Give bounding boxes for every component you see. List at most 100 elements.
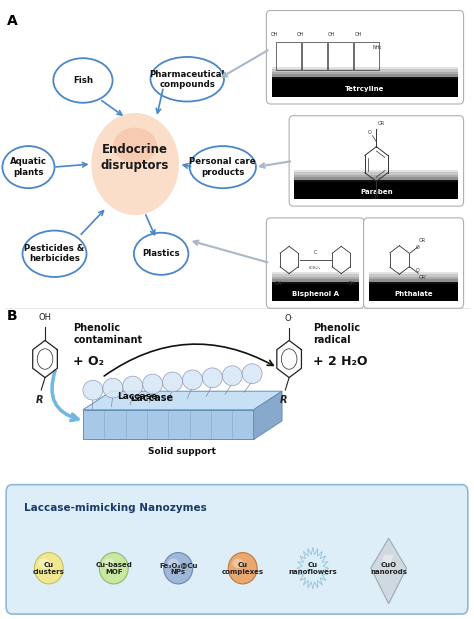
Bar bbox=[328, 42, 353, 70]
Text: Solid support: Solid support bbox=[148, 447, 217, 456]
Ellipse shape bbox=[103, 558, 115, 568]
Bar bbox=[294, 170, 458, 172]
Text: NH₂: NH₂ bbox=[373, 45, 382, 50]
Ellipse shape bbox=[100, 553, 128, 584]
Bar bbox=[369, 279, 458, 282]
Ellipse shape bbox=[53, 58, 112, 103]
Bar bbox=[272, 277, 359, 279]
Text: Aquatic
plants: Aquatic plants bbox=[10, 157, 47, 177]
Text: R: R bbox=[280, 395, 287, 405]
Text: Fe₃O₄@Cu
NPs: Fe₃O₄@Cu NPs bbox=[159, 561, 198, 575]
Text: Phenolic
radical: Phenolic radical bbox=[313, 323, 360, 345]
Text: OH: OH bbox=[271, 32, 278, 37]
Text: B: B bbox=[7, 310, 18, 324]
Ellipse shape bbox=[2, 146, 55, 188]
FancyBboxPatch shape bbox=[266, 218, 364, 308]
Bar bbox=[272, 67, 458, 69]
Ellipse shape bbox=[151, 57, 224, 102]
Bar bbox=[272, 77, 458, 79]
Text: Personal care
products: Personal care products bbox=[190, 157, 256, 177]
Text: Cu
nanoflowers: Cu nanoflowers bbox=[289, 561, 337, 575]
Text: Pesticides &
herbicides: Pesticides & herbicides bbox=[24, 244, 85, 264]
Text: Laccase: Laccase bbox=[118, 392, 157, 401]
Text: Bisphenol A: Bisphenol A bbox=[292, 291, 339, 297]
Ellipse shape bbox=[35, 553, 63, 584]
Ellipse shape bbox=[103, 378, 123, 398]
Text: (CH₃)₂: (CH₃)₂ bbox=[309, 266, 321, 271]
Text: Plastics: Plastics bbox=[142, 249, 180, 258]
Polygon shape bbox=[371, 539, 407, 604]
Text: C: C bbox=[313, 250, 317, 255]
Bar bbox=[294, 172, 458, 175]
FancyBboxPatch shape bbox=[266, 11, 464, 104]
Text: OR': OR' bbox=[418, 275, 427, 280]
Text: OH: OH bbox=[328, 32, 336, 37]
Polygon shape bbox=[297, 547, 329, 589]
Ellipse shape bbox=[190, 146, 256, 188]
Ellipse shape bbox=[202, 368, 222, 387]
Text: Cu-based
MOF: Cu-based MOF bbox=[95, 561, 132, 575]
Polygon shape bbox=[83, 391, 282, 410]
Ellipse shape bbox=[143, 374, 163, 394]
Ellipse shape bbox=[83, 380, 103, 400]
Text: Cu
clusters: Cu clusters bbox=[33, 561, 65, 575]
Bar bbox=[369, 282, 458, 284]
Polygon shape bbox=[254, 391, 282, 439]
Text: OH: OH bbox=[372, 195, 379, 200]
Bar bbox=[369, 282, 458, 301]
Bar bbox=[294, 180, 458, 182]
Bar bbox=[302, 42, 327, 70]
FancyBboxPatch shape bbox=[289, 116, 464, 206]
Ellipse shape bbox=[113, 128, 157, 163]
Ellipse shape bbox=[222, 366, 242, 386]
Text: Phthalate: Phthalate bbox=[394, 291, 433, 297]
Text: O: O bbox=[416, 268, 419, 273]
Bar bbox=[294, 175, 458, 177]
Text: OH: OH bbox=[354, 32, 362, 37]
Text: Laccase: Laccase bbox=[130, 393, 173, 403]
Text: Tetrcyline: Tetrcyline bbox=[345, 86, 385, 92]
Ellipse shape bbox=[228, 553, 257, 584]
Bar bbox=[272, 74, 458, 77]
Text: Paraben: Paraben bbox=[360, 189, 392, 195]
Text: Cu
complexes: Cu complexes bbox=[222, 561, 264, 575]
Text: + 2 H₂O: + 2 H₂O bbox=[313, 355, 367, 368]
Text: CuO
nanorods: CuO nanorods bbox=[370, 561, 407, 575]
Bar bbox=[272, 282, 359, 284]
Polygon shape bbox=[382, 555, 393, 563]
Ellipse shape bbox=[242, 364, 262, 384]
Text: OH: OH bbox=[275, 281, 283, 286]
Ellipse shape bbox=[168, 558, 179, 568]
Text: O: O bbox=[368, 131, 372, 136]
Ellipse shape bbox=[91, 113, 179, 215]
Ellipse shape bbox=[163, 372, 182, 392]
Bar bbox=[276, 42, 301, 70]
Text: OH: OH bbox=[348, 281, 356, 286]
Text: OH: OH bbox=[38, 313, 52, 322]
Polygon shape bbox=[83, 410, 254, 439]
Ellipse shape bbox=[38, 558, 50, 568]
Bar bbox=[272, 72, 458, 74]
Bar bbox=[294, 180, 458, 199]
Bar bbox=[272, 279, 359, 282]
Bar bbox=[369, 277, 458, 279]
Text: Laccase-mimicking Nanozymes: Laccase-mimicking Nanozymes bbox=[24, 503, 207, 513]
Ellipse shape bbox=[164, 553, 192, 584]
FancyBboxPatch shape bbox=[364, 218, 464, 308]
Text: Pharmaceutical
compounds: Pharmaceutical compounds bbox=[149, 69, 225, 89]
Bar bbox=[272, 282, 359, 301]
FancyBboxPatch shape bbox=[6, 485, 468, 614]
Bar bbox=[272, 69, 458, 72]
Text: R: R bbox=[36, 395, 43, 405]
Ellipse shape bbox=[232, 558, 244, 568]
Text: OR: OR bbox=[377, 121, 384, 126]
Bar bbox=[369, 274, 458, 277]
Ellipse shape bbox=[123, 376, 143, 396]
Ellipse shape bbox=[134, 233, 189, 275]
Ellipse shape bbox=[182, 370, 202, 390]
Text: OR: OR bbox=[418, 238, 426, 243]
Text: Fish: Fish bbox=[73, 76, 93, 85]
Text: O·: O· bbox=[284, 314, 294, 323]
Text: Phenolic
contaminant: Phenolic contaminant bbox=[73, 323, 143, 345]
Text: O: O bbox=[416, 245, 419, 250]
